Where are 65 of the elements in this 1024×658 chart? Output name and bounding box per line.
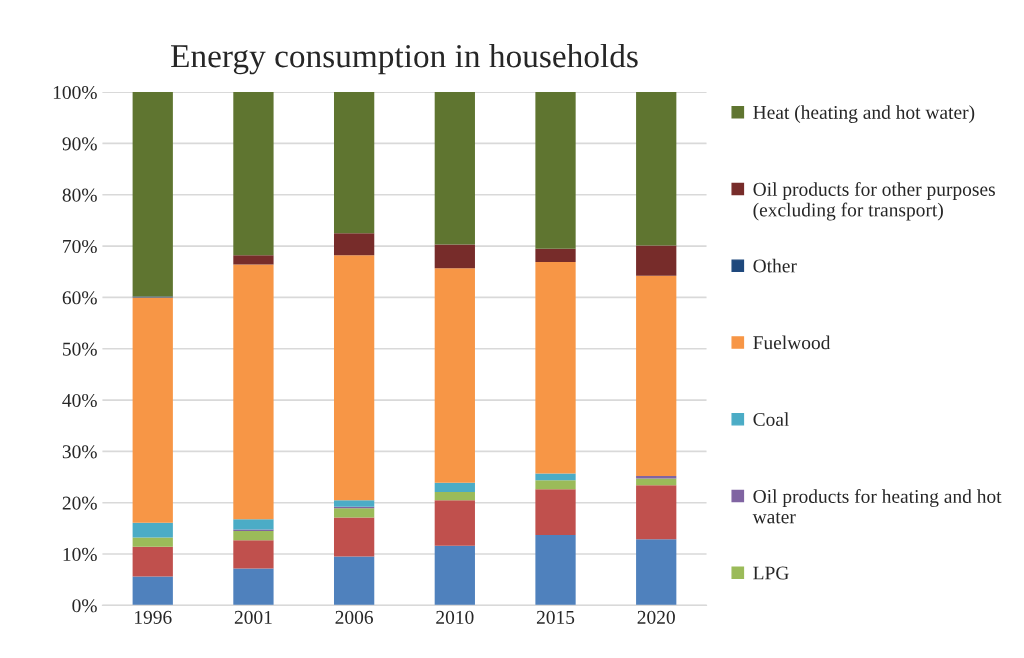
bar — [333, 233, 375, 256]
bar — [636, 476, 677, 479]
chart-title: Energy consumption in households — [171, 43, 638, 75]
bar — [132, 546, 173, 577]
bar — [535, 480, 576, 490]
bar — [333, 556, 375, 606]
bar — [434, 491, 475, 501]
legend-label: Coal — [753, 412, 789, 427]
bar — [233, 519, 274, 530]
bar — [132, 297, 173, 523]
legend-label: LPG — [753, 566, 789, 580]
bar — [434, 244, 475, 269]
legend-label: Other — [753, 258, 797, 273]
bar — [233, 264, 274, 520]
bar — [535, 473, 576, 481]
legend-label: Oil products for other purposes (excluding for transport) — [753, 182, 995, 221]
x-tick-label: 2001 — [234, 610, 272, 624]
y-tick-label: 90% — [62, 137, 97, 151]
bar — [132, 92, 173, 297]
bar — [233, 540, 274, 569]
legend-label: Heat (heating and hot water) — [753, 105, 975, 123]
bar — [535, 262, 576, 474]
bar — [333, 255, 375, 501]
y-tick-label: 30% — [62, 445, 97, 459]
x-tick-label: 1996 — [135, 610, 172, 624]
x-tick-label: 2010 — [436, 610, 474, 624]
bar — [132, 576, 173, 606]
bar — [132, 537, 173, 547]
bar — [535, 489, 576, 536]
x-tick-label: 2006 — [335, 610, 373, 624]
bar — [636, 92, 677, 246]
bar — [636, 245, 677, 276]
y-tick-label: 10% — [63, 547, 97, 562]
bar — [233, 530, 274, 541]
bar — [434, 500, 475, 546]
y-tick-label: 40% — [62, 393, 97, 408]
bar — [535, 92, 576, 249]
legend-label: Fuelwood — [753, 335, 831, 350]
bar — [535, 535, 576, 606]
y-tick-label: 50% — [63, 342, 97, 356]
bar — [333, 508, 375, 518]
x-tick-label: 2015 — [536, 610, 575, 624]
bar — [636, 275, 677, 477]
bar — [333, 500, 375, 507]
y-tick-label: 70% — [63, 239, 97, 254]
bar — [434, 268, 475, 483]
bar — [434, 545, 475, 606]
x-tick-label: 2020 — [637, 610, 675, 624]
bar — [434, 92, 475, 245]
bar — [333, 92, 375, 234]
bar — [233, 568, 274, 606]
bar — [233, 255, 274, 265]
y-tick-label: 100% — [53, 85, 97, 100]
bar — [132, 522, 173, 538]
legend-label: Oil products for heating and hot water — [752, 489, 1002, 524]
bar — [233, 92, 274, 256]
bar — [636, 539, 677, 606]
bar — [636, 485, 677, 540]
y-tick-label: 0% — [72, 599, 97, 613]
bar — [333, 517, 375, 557]
bar — [434, 482, 475, 492]
y-tick-label: 60% — [62, 291, 97, 305]
bar — [535, 248, 576, 262]
y-tick-label: 20% — [62, 496, 97, 510]
y-tick-label: 80% — [62, 188, 97, 202]
